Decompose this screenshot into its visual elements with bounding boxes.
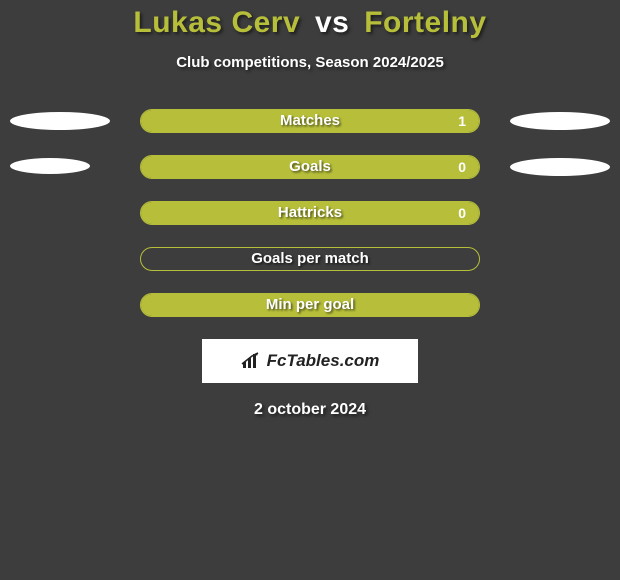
bar-track [140, 247, 480, 271]
stat-row: Goals per match [0, 247, 620, 271]
player2-name: Fortelny [364, 6, 486, 39]
right-ellipse [510, 112, 610, 130]
vs-text: vs [315, 6, 349, 39]
stat-row: Matches1 [0, 109, 620, 133]
page: Lukas Cerv vs Fortelny Club competitions… [0, 0, 620, 580]
right-ellipse [510, 158, 610, 176]
bar-track [140, 109, 480, 133]
subtitle: Club competitions, Season 2024/2025 [0, 54, 620, 71]
bar-fill [141, 294, 479, 316]
left-ellipse [10, 112, 110, 130]
left-ellipse [10, 158, 90, 174]
player1-name: Lukas Cerv [133, 6, 300, 39]
bar-track [140, 201, 480, 225]
logo-text: FcTables.com [267, 351, 380, 371]
bar-fill [141, 202, 479, 224]
stat-row: Hattricks0 [0, 201, 620, 225]
bar-fill [141, 110, 479, 132]
title-row: Lukas Cerv vs Fortelny [0, 6, 620, 40]
date-text: 2 october 2024 [0, 401, 620, 419]
stat-row: Goals0 [0, 155, 620, 179]
logo-box: FcTables.com [202, 339, 418, 383]
bar-track [140, 293, 480, 317]
logo-chart-icon [241, 352, 263, 370]
bar-fill [141, 156, 479, 178]
logo: FcTables.com [241, 351, 380, 371]
stat-row: Min per goal [0, 293, 620, 317]
bar-track [140, 155, 480, 179]
stat-rows: Matches1 Goals0 Hattricks0 Goals per match M… [0, 109, 620, 317]
